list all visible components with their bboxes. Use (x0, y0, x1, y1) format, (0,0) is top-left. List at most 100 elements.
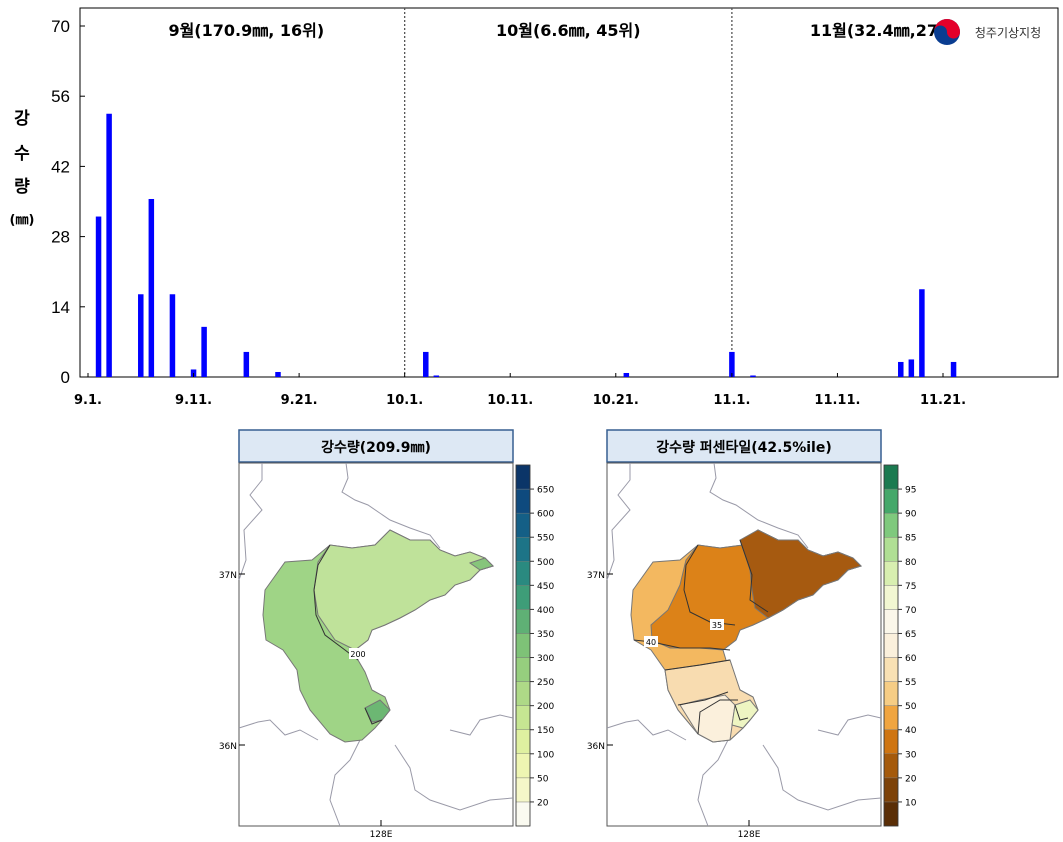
y-tick-label: 14 (51, 298, 70, 317)
colorbar-percentile: 10 20 30 40 50 55 60 65 70 75 80 85 90 95 (883, 464, 917, 827)
colorbar-tick-label: 350 (537, 630, 554, 640)
colorbar-swatch (883, 464, 899, 490)
contour-label: 200 (350, 650, 365, 659)
map-title: 강수량 퍼센타일(42.5%ile) (656, 439, 832, 456)
month-summary-label: 10월(6.6㎜, 45위) (496, 21, 641, 40)
lat-label-36n: 36N (219, 742, 237, 752)
contour-label: 40 (646, 638, 656, 647)
colorbar-tick-label: 600 (537, 510, 554, 520)
colorbar-swatch (515, 729, 531, 755)
y-axis-label: 강수량 (㎜) (10, 109, 35, 228)
colorbar-swatch (515, 609, 531, 634)
colorbar-swatch (883, 729, 899, 755)
colorbar-tick-label: 550 (537, 534, 554, 544)
colorbar-swatch (883, 633, 899, 658)
x-tick-label: 9.21. (281, 393, 318, 408)
colorbar-tick-label: 20 (905, 774, 917, 784)
colorbar-swatch (883, 705, 899, 730)
colorbar-tick-label: 30 (905, 750, 917, 760)
colorbar-tick-label: 300 (537, 654, 554, 664)
colorbar-swatch (515, 753, 531, 779)
contour-label-box (710, 619, 724, 630)
month-dividers (404, 8, 733, 377)
colorbar-swatch (515, 777, 531, 803)
lat-label-37n: 37N (587, 571, 605, 581)
colorbar-tick-label: 150 (537, 726, 554, 736)
percentile-map-panel: 강수량 퍼센타일(42.5%ile) 40 (587, 429, 917, 840)
precipitation-bar (898, 361, 904, 377)
contour-label-box (349, 648, 367, 659)
colorbar-tick-label: 50 (905, 702, 917, 712)
colorbar-frame (515, 464, 531, 827)
y-axis-label-part: 강 (14, 109, 30, 129)
precipitation-region (262, 529, 494, 743)
x-tick-label: 10.11. (487, 393, 533, 408)
colorbar-swatch (515, 801, 531, 827)
precipitation-bar (169, 294, 176, 377)
lon-label-128e: 128E (370, 830, 393, 840)
colorbar-tick-label: 80 (905, 558, 917, 568)
province-boundaries (606, 462, 882, 827)
colorbar-tick-label: 60 (905, 654, 917, 664)
precipitation-bar (148, 198, 155, 377)
colorbar-tick-label: 200 (537, 702, 554, 712)
colorbar-swatch (883, 801, 899, 827)
x-tick-label: 11.1. (713, 393, 750, 408)
y-axis-label-part: 량 (14, 177, 30, 197)
x-tick-label: 9.1. (74, 393, 102, 408)
colorbar-tick-label: 85 (905, 534, 916, 544)
colorbar-frame (883, 464, 899, 827)
y-tick-label: 28 (51, 228, 70, 247)
colorbar-tick-label: 400 (537, 606, 554, 616)
lat-lon-ticks: 37N 36N 128E (219, 571, 393, 840)
colorbar-swatch (515, 681, 531, 706)
y-tick-label: 42 (51, 157, 70, 176)
x-tick-label: 10.1. (386, 393, 423, 408)
y-axis-label-part: (㎜) (10, 213, 35, 228)
contour-lines (313, 544, 383, 725)
precipitation-bar (275, 371, 281, 377)
plot-frame (79, 7, 1059, 378)
colorbar-tick-label: 650 (537, 486, 554, 496)
colorbar-swatch (515, 537, 531, 562)
colorbar-swatch (883, 657, 899, 682)
colorbar-precipitation: 20 50 100 150 200 250 300 350 400 450 500 550 600 650 (515, 464, 554, 827)
x-tick-label: 9.11. (175, 393, 212, 408)
contour-label: 35 (712, 621, 722, 630)
x-tick-label: 10.21. (593, 393, 639, 408)
precipitation-bar (623, 372, 630, 377)
x-tick-label: 11.21. (920, 393, 966, 408)
colorbar-tick-label: 500 (537, 558, 554, 568)
month-labels: 9월(170.9㎜, 16위) 10월(6.6㎜, 45위) 11월(32.4㎜,2… (168, 21, 960, 40)
precipitation-bar (433, 375, 440, 377)
colorbar-tick-label: 95 (905, 486, 916, 496)
precipitation-bar (919, 289, 925, 377)
map-title: 강수량(209.9㎜) (321, 439, 431, 456)
contour-label-box (644, 636, 658, 647)
y-tick-label: 70 (51, 17, 70, 36)
lat-label-36n: 36N (587, 742, 605, 752)
colorbar-tick-label: 55 (905, 678, 916, 688)
month-summary-label: 11월(32.4㎜,27위) (810, 21, 960, 40)
colorbar-swatch (883, 537, 899, 562)
precipitation-bar (729, 351, 735, 377)
agency-logo-label: 청주기상지청 (975, 26, 1041, 40)
colorbar-swatch (883, 585, 899, 610)
y-axis-label-part: 수 (14, 144, 30, 164)
lat-lon-ticks: 37N 36N 128E (587, 571, 761, 840)
colorbar-swatch (883, 488, 899, 514)
colorbar-swatch (515, 561, 531, 586)
x-axis-ticks: 9.1. 9.11. 9.21. 10.1. 10.11. 10.21. 11.1. 11.1… (74, 373, 966, 408)
precipitation-bar (95, 216, 102, 377)
precipitation-bar (950, 361, 957, 377)
y-tick-label: 56 (51, 87, 70, 106)
bar-series (95, 113, 957, 377)
precipitation-bar (243, 351, 250, 377)
daily-precipitation-bar-chart: 9월(170.9㎜, 16위) 10월(6.6㎜, 45위) 11월(32.4㎜,2… (10, 7, 1059, 408)
colorbar-tick-label: 65 (905, 630, 916, 640)
colorbar-swatch (515, 657, 531, 682)
colorbar-tick-label: 100 (537, 750, 554, 760)
map-title-box (606, 429, 882, 463)
y-tick-label: 0 (61, 368, 70, 387)
